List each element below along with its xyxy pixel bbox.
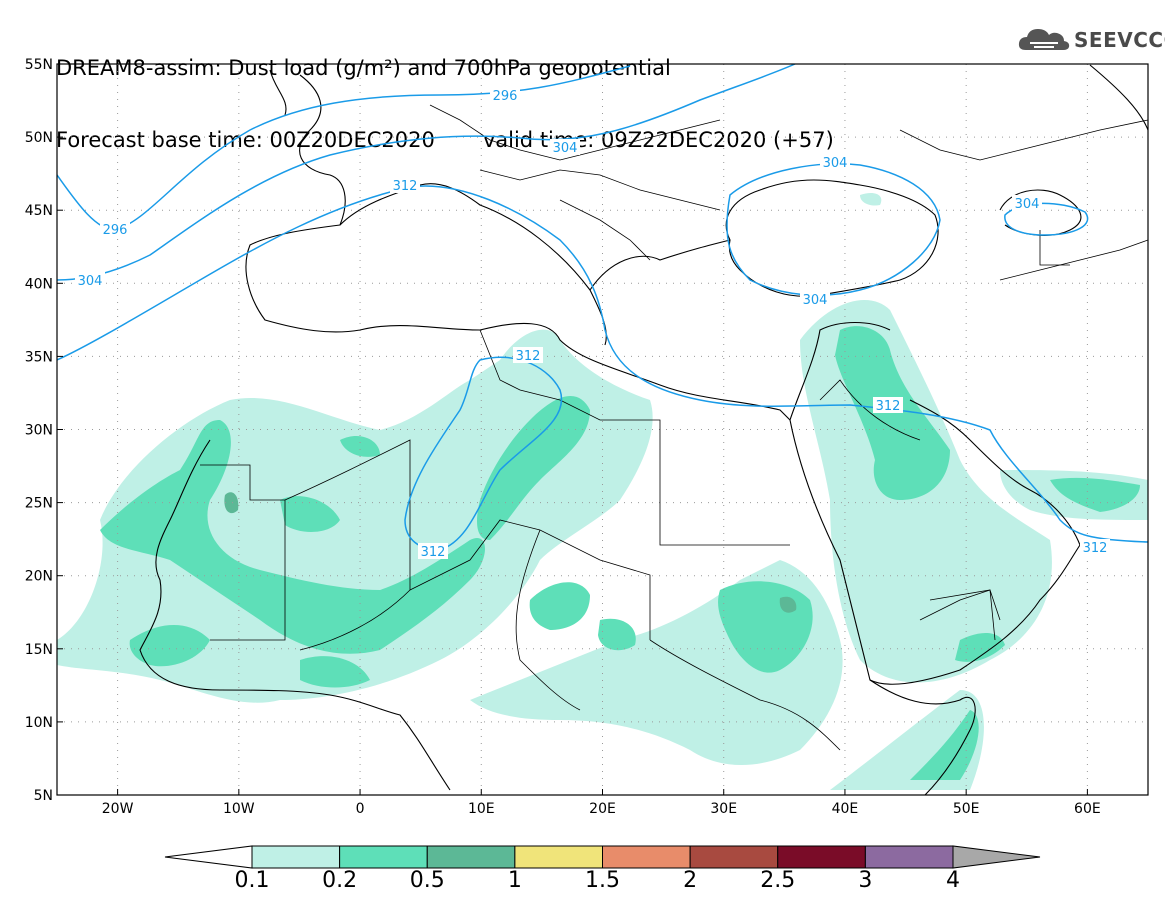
longitude-label: 50E	[953, 801, 980, 817]
latitude-label: 35N	[25, 349, 53, 365]
colorbar-label: 0.1	[234, 868, 270, 893]
longitude-label: 60E	[1074, 801, 1101, 817]
contour-label-background	[390, 177, 420, 193]
latitude-label: 50N	[25, 130, 53, 146]
colorbar-label: 1.5	[585, 868, 620, 893]
latitude-labels: 55N 50N 45N 40N 35N 30N 25N 20N 15N 10N 5N	[25, 57, 63, 804]
colorbar-underflow-triangle	[164, 845, 253, 869]
colorbar-segment	[339, 845, 428, 869]
dust-level-0.5-area	[224, 492, 797, 613]
contour-label: 304	[553, 141, 578, 156]
contour-label-background	[100, 221, 130, 237]
longitude-labels: 20W 10W 0 10E 20E 30E 40E 50E 60E	[102, 789, 1101, 817]
contour-label-background	[550, 139, 580, 155]
latitude-label: 10N	[25, 715, 53, 731]
longitude-label: 20E	[589, 801, 616, 817]
latitude-label: 25N	[25, 496, 53, 512]
graticule	[57, 64, 1148, 795]
latitude-label: 40N	[25, 276, 53, 292]
contour-label: 304	[78, 274, 103, 289]
latitude-label: 20N	[25, 569, 53, 585]
colorbar-segment	[777, 845, 866, 869]
cloud-icon	[1018, 29, 1070, 50]
country-borders	[200, 104, 1148, 751]
latitude-label: 55N	[25, 57, 53, 73]
title-line-1: DREAM8-assim: Dust load (g/m²) and 700hP…	[56, 56, 671, 80]
colorbar-label: 1	[507, 868, 522, 893]
contour-label: 312	[876, 399, 901, 414]
colorbar-label: 2.5	[760, 868, 796, 893]
colorbar-label: 2	[683, 868, 698, 893]
colorbar-segment	[689, 845, 779, 869]
colorbar	[164, 845, 1041, 869]
contour-label-background	[490, 87, 520, 103]
colorbar-overflow-triangle	[952, 845, 1041, 869]
longitude-label: 40E	[832, 801, 859, 817]
contour-label: 304	[1015, 197, 1040, 212]
latitude-label: 5N	[34, 788, 53, 804]
contour-label: 296	[493, 89, 518, 104]
longitude-label: 20W	[102, 801, 134, 817]
latitude-label: 15N	[25, 642, 53, 658]
contour-label: 312	[1083, 541, 1108, 556]
colorbar-label: 0.5	[409, 868, 445, 893]
contour-label: 312	[393, 179, 418, 194]
colorbar-label: 3	[858, 868, 873, 893]
colorbar-label: 4	[946, 868, 960, 893]
contour-label-background	[800, 291, 830, 307]
contour-label: 304	[823, 156, 848, 171]
contour-label-group: 296 296 304 304 304 304 304 312 312 312 312 312	[75, 87, 1110, 560]
latitude-label: 30N	[25, 423, 53, 439]
contour-label: 312	[421, 545, 446, 560]
contour-label-background	[873, 397, 903, 413]
colorbar-segment	[602, 845, 691, 869]
logo-text: SEEVCCC	[1074, 28, 1165, 52]
colorbar-segment	[426, 845, 516, 869]
colorbar-label: 0.2	[322, 868, 358, 893]
contour-label-background	[820, 154, 850, 170]
longitude-label: 0	[356, 801, 365, 817]
contour-label: 296	[103, 223, 128, 238]
contour-label-background	[513, 347, 543, 363]
longitude-label: 10W	[223, 801, 255, 817]
contour-label: 312	[516, 349, 541, 364]
longitude-label: 10E	[468, 801, 495, 817]
colorbar-segment	[251, 845, 341, 869]
contour-label-background	[1080, 539, 1110, 555]
contour-label-background	[418, 543, 448, 559]
contour-label-background	[1012, 195, 1042, 211]
colorbar-segment	[864, 845, 954, 869]
seevccc-logo: SEEVCCC	[1018, 26, 1165, 54]
latitude-label: 45N	[25, 203, 53, 219]
contour-label: 304	[803, 293, 828, 308]
colorbar-segment	[514, 845, 603, 869]
contour-label-background	[75, 272, 105, 288]
longitude-label: 30E	[710, 801, 737, 817]
